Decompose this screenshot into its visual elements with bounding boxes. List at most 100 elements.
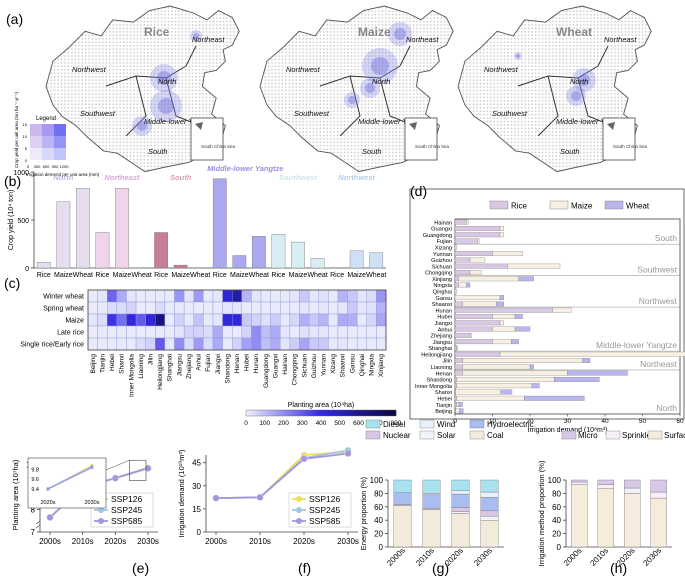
d-bar-segment (529, 364, 534, 370)
c-colorbar-step (253, 410, 257, 416)
b-x-tick-label: Maize (54, 272, 73, 279)
c-cell (183, 325, 194, 339)
d-bar-segment (492, 326, 516, 332)
c-cell (328, 313, 339, 327)
c-cell (328, 301, 339, 315)
d-x-tick-label: 0 (453, 418, 457, 425)
map-region-label: Middle-lower Yangtze (144, 117, 215, 126)
c-col-label: Hebei (109, 354, 116, 371)
d-province-label: Ningxia (433, 283, 453, 289)
chartF-legend-marker (296, 496, 302, 502)
c-colorbar-tick: 800 (391, 420, 402, 427)
c-cell (183, 289, 194, 303)
c-colorbar-step (328, 410, 332, 416)
chartG-y-tick-label: 60 (374, 503, 383, 512)
b-x-tick-label: Rice (213, 272, 227, 279)
c-cell (212, 301, 223, 315)
map-inset-label: South China Sea (415, 144, 450, 149)
d-x-tick-label: 30 (564, 418, 572, 425)
c-colorbar-step (383, 410, 387, 416)
c-cell (126, 325, 137, 339)
chartF-y-tick-label: 15 (192, 505, 201, 514)
chartH-bar-segment (624, 493, 641, 548)
g-legend-swatch (419, 430, 435, 440)
c-col-label: Hainan (282, 354, 289, 375)
c-colorbar-step (353, 410, 357, 416)
b-bar (115, 188, 129, 269)
chartF-y-label: Irrigation demand (10¹⁰m³) (177, 449, 186, 538)
d-bar-segment (454, 301, 463, 307)
c-cell (155, 301, 166, 315)
chartG-bar-segment (393, 479, 412, 493)
c-colorbar-step (271, 410, 274, 416)
c-cell (222, 313, 233, 327)
c-col-label: Jilin (147, 354, 154, 366)
d-bar-segment (462, 370, 568, 376)
c-col-label: Anhui (196, 354, 203, 371)
d-bar-segment (496, 301, 504, 307)
map-intensity-core (365, 83, 375, 93)
c-colorbar-step (316, 410, 319, 416)
c-cell (270, 313, 281, 327)
b-region-title: Northeast (104, 173, 140, 182)
c-colorbar-step (326, 410, 329, 416)
c-cell (366, 337, 377, 351)
b-x-tick-label: Wheat (307, 272, 327, 279)
d-province-label: Gansu (436, 296, 452, 302)
map-region-label: Middle-lower Yangtze (358, 117, 429, 126)
map-region-label: South (148, 147, 168, 156)
c-colorbar-step (321, 410, 324, 416)
c-col-label: Inner Mongolia (128, 354, 135, 397)
chartG-bar-segment (451, 493, 470, 508)
chartG-y-label: Energy proportion (%) (359, 476, 368, 550)
chartF-x-tick-label: 2000s (205, 537, 227, 546)
c-colorbar-tick: 400 (316, 420, 327, 427)
c-colorbar-tick: 500 (334, 420, 345, 427)
c-cell (87, 313, 98, 327)
map-region-label: Northwest (72, 65, 107, 74)
d-legend-swatch (489, 200, 509, 210)
chartF-x-tick-label: 2010s (249, 537, 271, 546)
c-cell (260, 289, 271, 303)
c-cell (260, 325, 271, 339)
g-legend-swatch (469, 430, 485, 440)
b-bar (95, 232, 110, 269)
b-y-tick-label: 1000 (13, 170, 29, 177)
map-intensity-core (158, 98, 174, 114)
c-cell (337, 301, 348, 315)
map-region-label: South (362, 147, 382, 156)
c-colorbar-step (288, 410, 292, 416)
map-region-borders (319, 45, 411, 137)
map-inset-land (195, 122, 203, 130)
chartH-bar-segment (597, 479, 614, 485)
chartH-bar-segment (650, 491, 667, 499)
c-row-label: Single rice/Early rice (20, 342, 84, 349)
b-bar (310, 258, 325, 269)
c-col-label: Zhejiang (186, 354, 193, 379)
d-x-tick-label: 50 (639, 418, 647, 425)
c-colorbar-step (388, 410, 392, 416)
c-colorbar-step (351, 410, 354, 416)
c-colorbar-step (291, 410, 294, 416)
c-cell (107, 325, 118, 339)
chartG-x-tick-label: 2000s (385, 546, 407, 568)
c-colorbar-step (311, 410, 314, 416)
d-bar-segment (567, 370, 628, 376)
c-cell (299, 325, 310, 339)
c-colorbar-step (361, 410, 364, 416)
map-legend-cell (42, 124, 54, 136)
c-cell (135, 325, 146, 339)
c-cell (212, 325, 223, 339)
c-colorbar-step (391, 410, 394, 416)
d-bar-segment (459, 408, 464, 414)
b-x-tick-label: Wheat (190, 272, 210, 279)
d-bar-segment (454, 295, 501, 301)
c-cell (366, 313, 377, 327)
chartE-point (46, 513, 54, 521)
c-cell (193, 301, 204, 315)
chartE-y-tick-label: 7 (31, 528, 36, 537)
c-col-label: Shandong (224, 354, 231, 384)
c-cell (135, 337, 146, 351)
map-region-label: Southwest (294, 109, 330, 118)
